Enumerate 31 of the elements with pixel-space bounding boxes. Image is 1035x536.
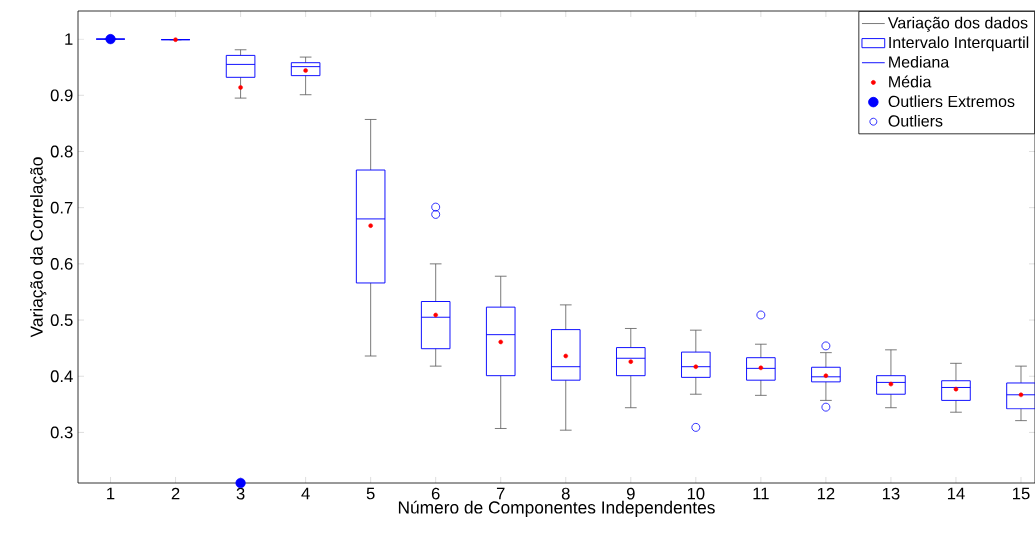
x-tick-label: 12 [817,487,835,500]
y-tick-label: 0.5 [50,314,73,326]
x-tick-label: 14 [947,487,965,500]
x-tick-label: 13 [882,487,900,500]
y-axis-title: Variação da Correlação [30,157,47,338]
x-tick-label: 3 [236,487,245,500]
x-tick-label: 5 [366,487,375,500]
x-tick-label: 4 [301,487,310,500]
x-tick-label: 15 [1013,487,1030,500]
y-tick-label: 0.8 [50,145,73,158]
annotation: Outliers [888,114,943,127]
annotation: Média [889,75,932,88]
x-tick-label: 1 [107,487,115,500]
x-tick-label: 8 [561,487,570,500]
annotation: Mediana [889,55,950,68]
x-tick-label: 2 [171,487,180,500]
x-tick-label: 6 [431,487,440,500]
legend-label: Outliers Extremos [888,95,1015,108]
x-tick-label: 7 [496,487,505,500]
y-tick-label: 1 [65,33,73,45]
y-tick-label: 0.6 [50,257,73,270]
y-tick-label: 0.3 [50,426,73,439]
x-tick-label: 10 [687,487,705,500]
annotation: Intervalo Interquartil [889,36,1029,52]
y-tick-label: 0.7 [50,201,73,214]
y-tick-label: 0.4 [50,370,73,383]
y-tick-label: 0.9 [50,89,73,102]
x-tick-label: 11 [753,487,769,500]
x-tick-label: 9 [626,487,635,500]
annotation: Variação dos dados [887,16,1028,32]
x-axis-title: Número de Componentes Independentes [398,500,715,518]
